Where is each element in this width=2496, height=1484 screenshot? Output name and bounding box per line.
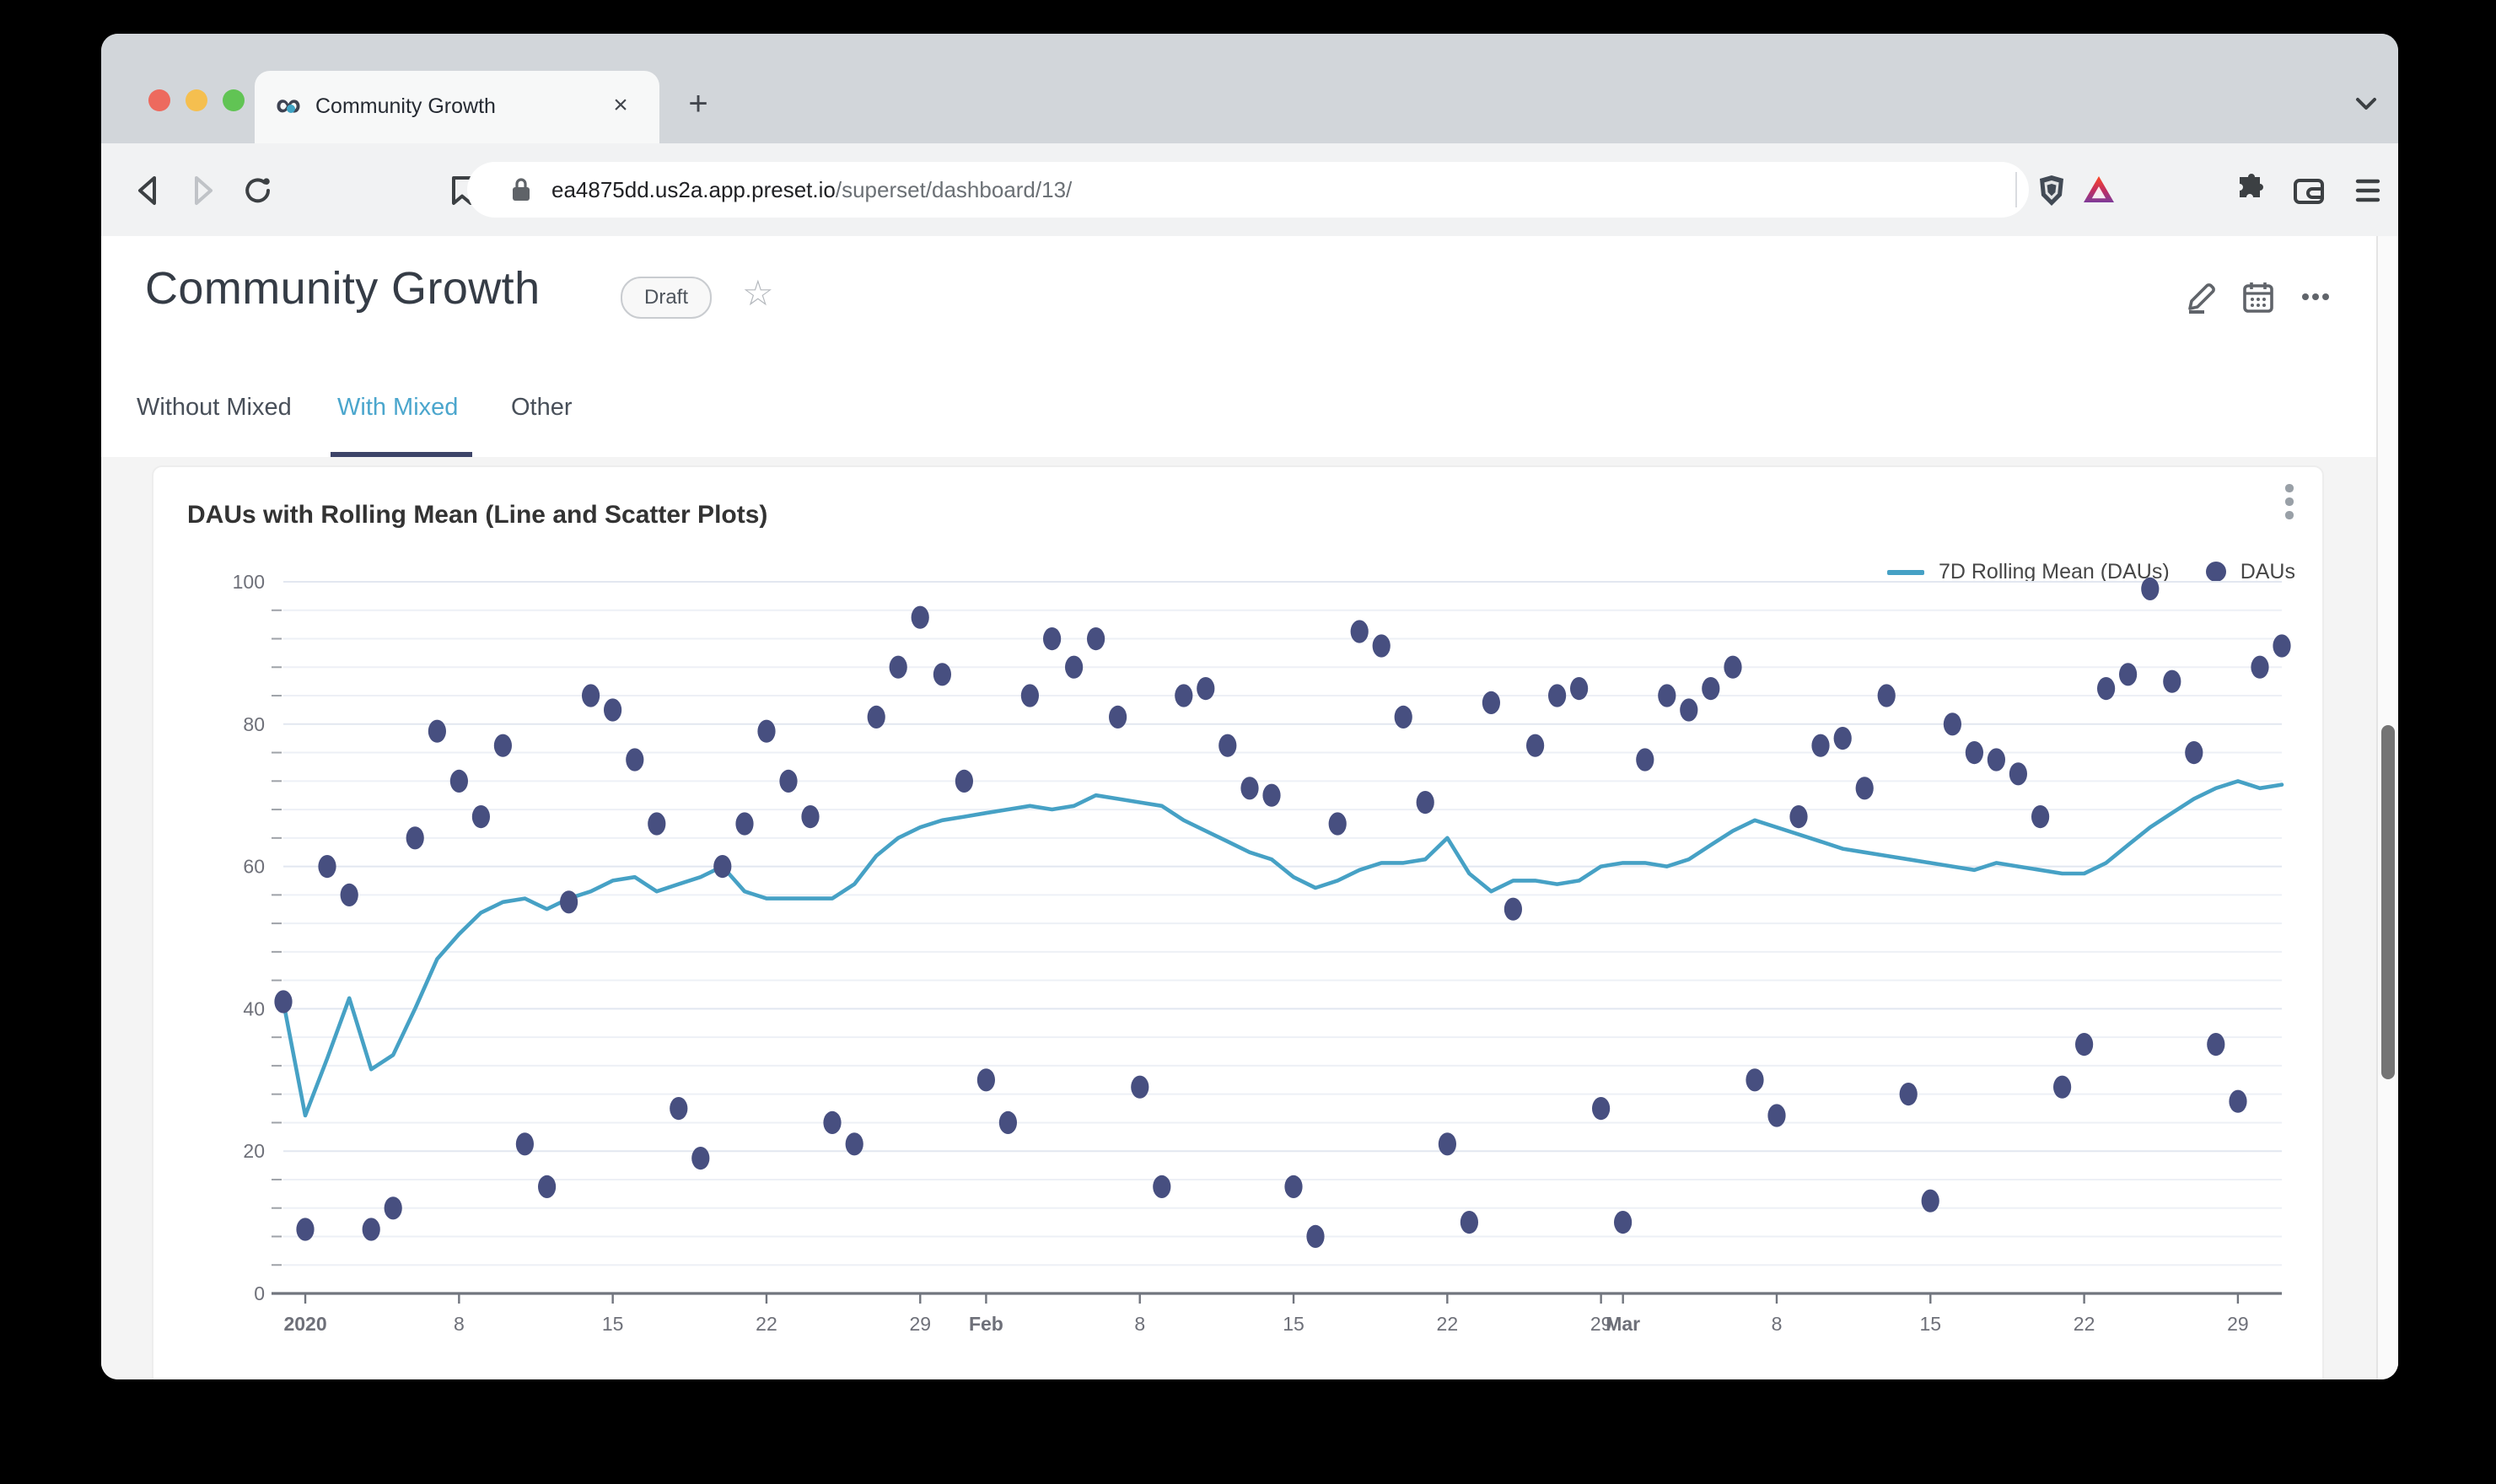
- dashboard-page: Community Growth Draft ☆ Without Mixed W…: [101, 236, 2398, 1379]
- browser-window: ∞ Community Growth × +: [101, 34, 2398, 1379]
- forward-button-icon[interactable]: [184, 172, 221, 209]
- svg-text:20: 20: [243, 1140, 265, 1162]
- browser-tab-strip: ∞ Community Growth × +: [101, 34, 2398, 143]
- svg-text:22: 22: [1437, 1313, 1459, 1335]
- maximize-window-button[interactable]: [223, 89, 245, 111]
- edit-pencil-icon[interactable]: [2184, 278, 2221, 315]
- svg-text:8: 8: [454, 1313, 465, 1335]
- chart-kebab-menu-icon[interactable]: [2285, 484, 2295, 528]
- bat-rewards-icon[interactable]: [2083, 175, 2115, 204]
- legend-line-label[interactable]: 7D Rolling Mean (DAUs): [1938, 560, 2170, 583]
- dashboard-canvas: DAUs with Rolling Mean (Line and Scatter…: [101, 457, 2378, 1379]
- chart-card: DAUs with Rolling Mean (Line and Scatter…: [152, 465, 2324, 1379]
- svg-text:8: 8: [1772, 1313, 1783, 1335]
- svg-text:0: 0: [254, 1282, 265, 1304]
- superset-favicon-icon: ∞: [268, 84, 309, 128]
- legend-scatter-label[interactable]: DAUs: [2240, 560, 2295, 583]
- svg-text:29: 29: [1590, 1313, 1612, 1335]
- tab-search-chevron-icon[interactable]: [2348, 84, 2385, 121]
- reload-button-icon[interactable]: [239, 172, 277, 209]
- brave-shield-icon[interactable]: [2036, 174, 2068, 207]
- status-badge: Draft: [621, 277, 713, 319]
- tab-without-mixed[interactable]: Without Mixed: [137, 395, 292, 422]
- svg-text:Mar: Mar: [1606, 1313, 1640, 1335]
- bookmark-icon[interactable]: [444, 172, 481, 209]
- browser-toolbar: ea4875dd.us2a.app.preset.io/superset/das…: [101, 143, 2398, 238]
- new-tab-button[interactable]: +: [688, 86, 708, 123]
- svg-text:80: 80: [243, 713, 265, 735]
- legend-line-swatch[interactable]: [1887, 569, 1925, 574]
- svg-text:60: 60: [243, 856, 265, 878]
- svg-text:15: 15: [1919, 1313, 1941, 1335]
- more-options-ellipsis-icon[interactable]: [2297, 278, 2334, 315]
- menu-hamburger-icon[interactable]: [2349, 172, 2386, 209]
- legend-scatter-swatch[interactable]: [2206, 562, 2227, 582]
- url-bar[interactable]: ea4875dd.us2a.app.preset.io/superset/das…: [467, 162, 2114, 218]
- svg-text:15: 15: [602, 1313, 624, 1335]
- lock-icon: [511, 177, 531, 202]
- svg-text:15: 15: [1283, 1313, 1304, 1335]
- page-title: Community Growth: [145, 263, 541, 314]
- wallet-icon[interactable]: [2290, 172, 2327, 209]
- svg-text:22: 22: [2074, 1313, 2095, 1335]
- page-scrollbar-track[interactable]: [2376, 236, 2398, 1379]
- svg-text:2020: 2020: [283, 1313, 326, 1335]
- chart-title: DAUs with Rolling Mean (Line and Scatter…: [187, 501, 768, 530]
- minimize-window-button[interactable]: [186, 89, 207, 111]
- svg-text:22: 22: [756, 1313, 777, 1335]
- tab-other[interactable]: Other: [511, 395, 573, 422]
- chart-legend: 7D Rolling Mean (DAUs) DAUs: [1887, 555, 2295, 589]
- back-button-icon[interactable]: [130, 172, 167, 209]
- close-window-button[interactable]: [148, 89, 170, 111]
- dashboard-tab-bar: Without Mixed With Mixed Other: [101, 366, 2378, 459]
- svg-text:29: 29: [909, 1313, 931, 1335]
- tab-with-mixed[interactable]: With Mixed: [337, 395, 459, 422]
- svg-text:8: 8: [1134, 1313, 1145, 1335]
- calendar-icon[interactable]: [2240, 278, 2277, 315]
- svg-text:40: 40: [243, 997, 265, 1019]
- url-text: ea4875dd.us2a.app.preset.io/superset/das…: [551, 177, 1073, 202]
- extensions-puzzle-icon[interactable]: [2233, 172, 2270, 209]
- favorite-star-icon[interactable]: ☆: [742, 275, 774, 314]
- svg-text:Feb: Feb: [969, 1313, 1003, 1335]
- page-scrollbar-thumb[interactable]: [2381, 725, 2395, 1079]
- url-divider: [2015, 172, 2017, 207]
- tab-title: Community Growth: [315, 94, 496, 118]
- svg-text:100: 100: [233, 571, 265, 593]
- svg-text:29: 29: [2227, 1313, 2249, 1335]
- active-tab-underline: [331, 452, 472, 457]
- tab-close-icon[interactable]: ×: [613, 91, 628, 120]
- browser-tab[interactable]: ∞ Community Growth ×: [255, 71, 659, 143]
